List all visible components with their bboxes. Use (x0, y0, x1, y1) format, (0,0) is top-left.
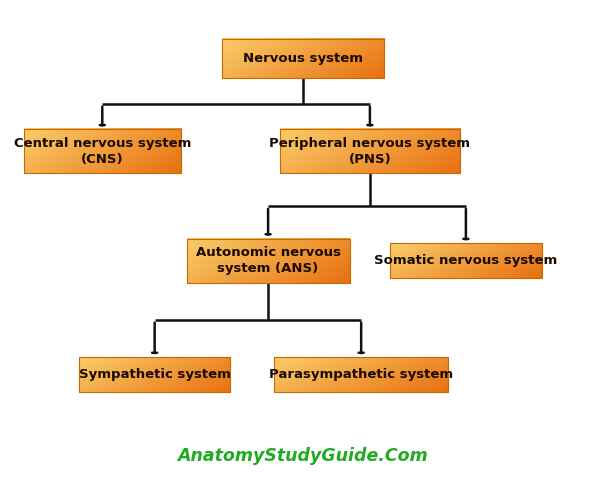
Text: Parasympathetic system: Parasympathetic system (269, 368, 453, 381)
Text: Peripheral nervous system
(PNS): Peripheral nervous system (PNS) (270, 136, 470, 166)
Text: Somatic nervous system: Somatic nervous system (375, 254, 558, 267)
Text: Sympathetic system: Sympathetic system (79, 368, 231, 381)
Text: AnatomyStudyGuide.Com: AnatomyStudyGuide.Com (178, 447, 428, 465)
Text: Nervous system: Nervous system (243, 52, 363, 65)
Text: Central nervous system
(CNS): Central nervous system (CNS) (13, 136, 191, 166)
Text: Autonomic nervous
system (ANS): Autonomic nervous system (ANS) (196, 246, 341, 275)
